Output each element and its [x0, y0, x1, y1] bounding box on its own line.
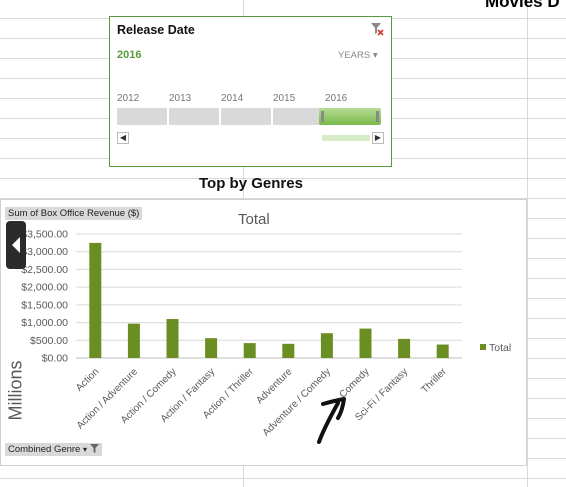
legend-swatch [480, 344, 486, 350]
bar [166, 319, 179, 358]
release-date-timeline[interactable]: Release Date 2016 YEARS ▾ 2012 2013 2014 20… [109, 16, 392, 167]
timeline-cell[interactable] [221, 108, 271, 125]
y-tick-label: $2,000.00 [21, 282, 68, 294]
timeline-year-label[interactable]: 2016 [325, 93, 348, 104]
timeline-year-label[interactable]: 2012 [117, 93, 140, 104]
y-tick-label: $0.00 [42, 353, 68, 365]
filter-icon [89, 444, 99, 453]
chart-heading: Top by Genres [199, 175, 303, 192]
chart-title: Total [238, 211, 270, 228]
bar [243, 343, 256, 358]
value-field-button[interactable]: Sum of Box Office Revenue ($) [5, 207, 143, 220]
pivot-chart-area[interactable] [0, 199, 527, 466]
axis-field-button[interactable]: Combined Genre ▾ [5, 443, 102, 456]
timeline-track[interactable] [117, 108, 381, 125]
y-tick-label: $3,500.00 [21, 229, 68, 241]
timeline-cell[interactable] [273, 108, 323, 125]
bar [127, 323, 140, 358]
timeline-cell[interactable] [169, 108, 219, 125]
time-level-label: YEARS [338, 50, 371, 61]
time-level-dropdown[interactable]: YEARS ▾ [338, 50, 378, 61]
y-tick-label: $1,000.00 [21, 317, 68, 329]
scroll-right-icon[interactable]: ▶ [372, 132, 384, 144]
timeline-year-label[interactable]: 2013 [169, 93, 192, 104]
bar [359, 328, 372, 358]
sheet-title: Movies D [485, 0, 560, 11]
chevron-down-icon: ▾ [372, 50, 378, 61]
legend-label: Total [489, 342, 511, 354]
collapse-pane-button[interactable] [6, 221, 26, 269]
bar [436, 344, 449, 358]
y-tick-label: $2,500.00 [21, 264, 68, 276]
range-handle-right[interactable] [376, 111, 379, 122]
bar [205, 338, 218, 358]
dropdown-arrow-icon: ▾ [83, 445, 88, 454]
timeline-selection: 2016 [117, 49, 142, 61]
y-tick-label: $1,500.00 [21, 299, 68, 311]
timeline-year-label[interactable]: 2015 [273, 93, 296, 104]
bar [89, 242, 102, 358]
bar [320, 333, 333, 358]
y-tick-label: $500.00 [30, 335, 68, 347]
timeline-title: Release Date [117, 23, 195, 37]
scroll-thumb[interactable] [322, 135, 370, 141]
timeline-cell[interactable] [117, 108, 167, 125]
timeline-year-label[interactable]: 2014 [221, 93, 244, 104]
range-handle-left[interactable] [321, 111, 324, 122]
bar [282, 343, 295, 358]
clear-filter-icon[interactable] [370, 22, 384, 36]
timeline-scrollbar[interactable]: ◀ ▶ [117, 132, 384, 145]
y-tick-label: $3,000.00 [21, 246, 68, 258]
chevron-left-icon [12, 237, 20, 253]
timeline-selected-range[interactable] [319, 108, 381, 125]
axis-field-label: Combined Genre [8, 444, 81, 455]
scroll-left-icon[interactable]: ◀ [117, 132, 129, 144]
bar [398, 338, 411, 358]
